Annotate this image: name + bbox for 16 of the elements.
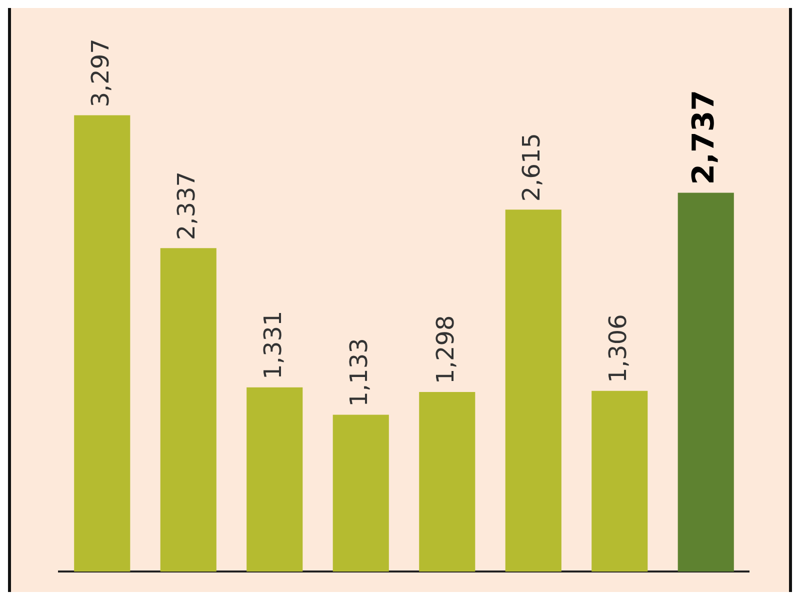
bar bbox=[678, 192, 734, 572]
bar bbox=[246, 387, 303, 572]
data-label: 1,298 bbox=[431, 315, 460, 384]
bar bbox=[74, 115, 130, 572]
data-label: 1,306 bbox=[604, 314, 632, 383]
data-label: 2,737 bbox=[686, 90, 722, 185]
data-label: 3,297 bbox=[86, 38, 114, 108]
bar bbox=[592, 390, 648, 572]
data-label: 1,133 bbox=[345, 338, 374, 407]
bar bbox=[332, 414, 389, 572]
data-label: 2,615 bbox=[518, 132, 546, 202]
data-label: 2,337 bbox=[172, 171, 201, 240]
bar bbox=[419, 392, 476, 572]
bar bbox=[505, 210, 562, 572]
bar bbox=[160, 248, 216, 572]
data-label: 1,331 bbox=[258, 310, 287, 380]
